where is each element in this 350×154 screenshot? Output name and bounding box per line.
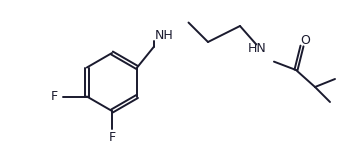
Text: F: F	[108, 132, 116, 144]
Text: NH: NH	[155, 29, 174, 43]
Text: F: F	[51, 90, 58, 103]
Text: O: O	[300, 34, 310, 47]
Text: HN: HN	[247, 42, 266, 55]
